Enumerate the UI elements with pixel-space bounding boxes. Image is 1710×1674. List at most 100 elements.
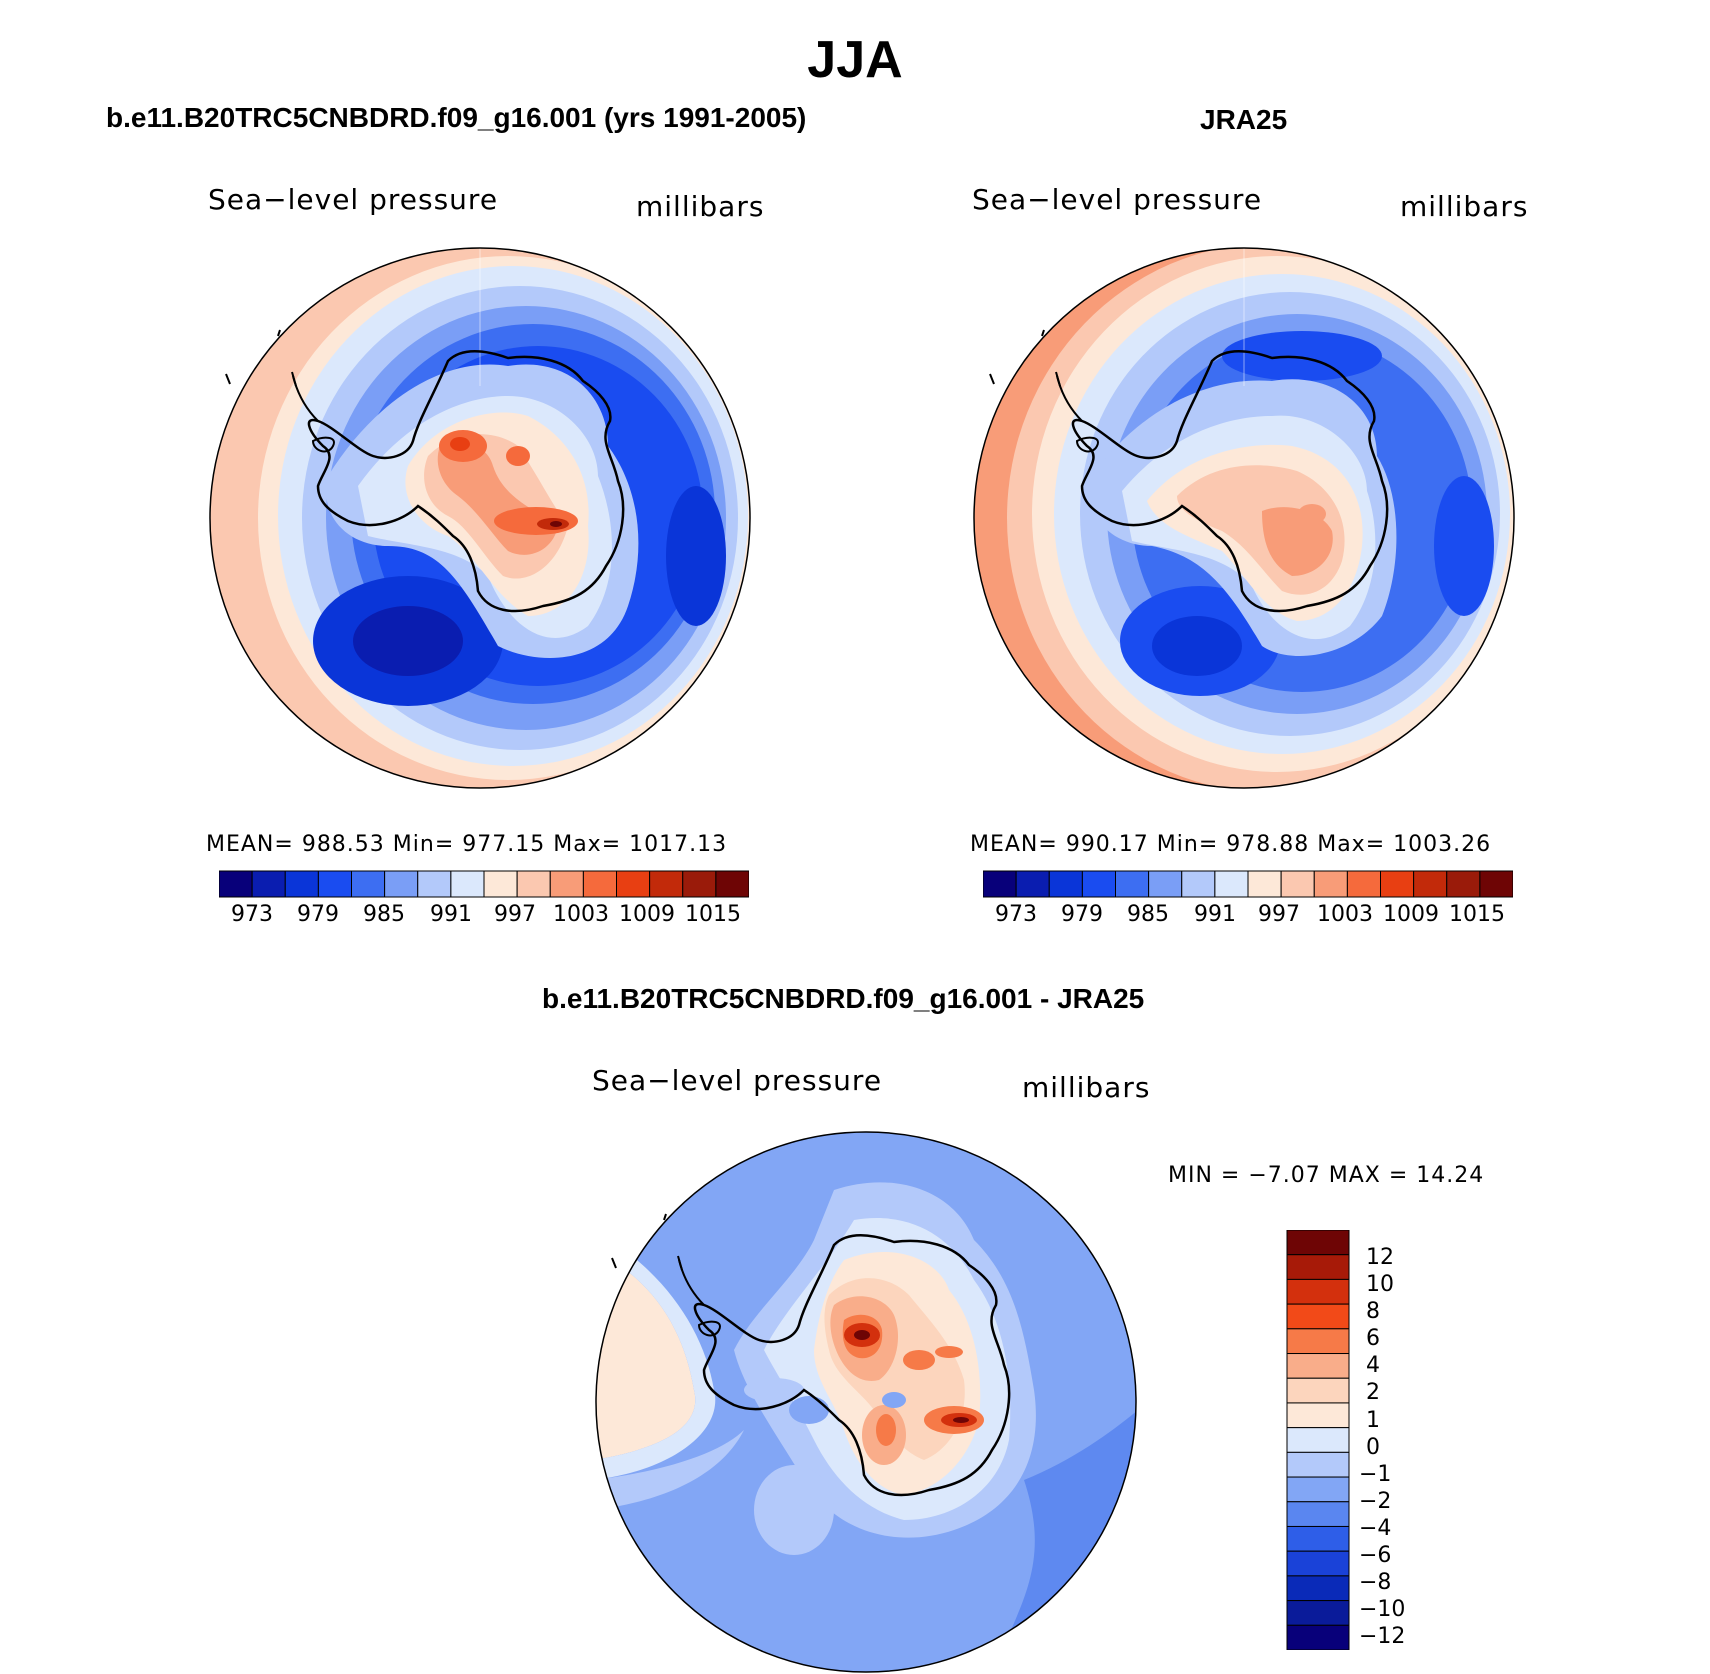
panel-1-units-label: millibars (636, 190, 765, 223)
colorbar-swatch (715, 870, 749, 898)
panel-1-colorbar-tick: 1009 (619, 902, 675, 927)
colorbar-swatch (983, 870, 1017, 898)
colorbar-swatch (1286, 1278, 1350, 1305)
panel-2-colorbar (983, 870, 1513, 898)
panel-3-colorbar-tick: −10 (1359, 1597, 1406, 1622)
colorbar-swatch (1286, 1501, 1350, 1527)
panel-3-minmax: MIN = −7.07 MAX = 14.24 (1168, 1163, 1485, 1188)
panel-2-colorbar-tick: 997 (1258, 902, 1300, 927)
panel-1-colorbar-tick: 985 (363, 902, 405, 927)
colorbar-swatch (682, 870, 717, 898)
panel-3-colorbar-tick: −12 (1359, 1624, 1406, 1649)
panel-3-colorbar-tick: −1 (1359, 1462, 1392, 1487)
colorbar-swatch (1286, 1230, 1350, 1256)
panel-1-variable-label: Sea−level pressure (208, 183, 499, 216)
panel-3-colorbar-tick: 0 (1366, 1435, 1380, 1460)
panel-3-colorbar-tick: 6 (1366, 1326, 1380, 1351)
colorbar-swatch (549, 870, 584, 898)
colorbar-swatch (516, 870, 551, 898)
colorbar-swatch (1214, 870, 1249, 898)
panel-1-colorbar-tick: 997 (494, 902, 536, 927)
figure-title: JJA (807, 31, 903, 89)
colorbar-swatch (1181, 870, 1216, 898)
panel-3-colorbar-tick: −6 (1359, 1543, 1392, 1568)
panel-1-colorbar-tick: 1015 (685, 902, 741, 927)
colorbar-swatch (1286, 1624, 1350, 1650)
colorbar-swatch (1479, 870, 1513, 898)
colorbar-swatch (1346, 870, 1382, 898)
panel-2-colorbar-tick: 991 (1194, 902, 1236, 927)
colorbar-swatch (1286, 1328, 1350, 1355)
panel-2-colorbar-tick: 985 (1127, 902, 1169, 927)
colorbar-swatch (1286, 1427, 1350, 1453)
panel-2-map (973, 247, 1515, 789)
colorbar-swatch (1015, 870, 1050, 898)
panel-1-colorbar-tick: 973 (231, 902, 273, 927)
panel-3-colorbar-tick: −8 (1359, 1570, 1392, 1595)
colorbar-swatch (1313, 870, 1348, 898)
panel-1-colorbar-tick: 991 (430, 902, 472, 927)
colorbar-swatch (1380, 870, 1415, 898)
colorbar-swatch (219, 870, 253, 898)
colorbar-swatch (1048, 870, 1083, 898)
panel-3-title: b.e11.B20TRC5CNBDRD.f09_g16.001 - JRA25 (542, 983, 1145, 1014)
panel-2-units-label: millibars (1400, 190, 1529, 223)
colorbar-swatch (351, 870, 386, 898)
panel-3-colorbar-tick: 8 (1366, 1299, 1380, 1324)
panel-3-colorbar-tick: 1 (1366, 1408, 1380, 1433)
panel-2-title: JRA25 (1200, 104, 1288, 135)
colorbar-swatch (284, 870, 319, 898)
colorbar-swatch (1286, 1575, 1350, 1602)
panel-3-colorbar (1286, 1230, 1350, 1650)
colorbar-swatch (1286, 1451, 1350, 1478)
colorbar-swatch (616, 870, 651, 898)
panel-2-variable-label: Sea−level pressure (972, 183, 1263, 216)
panel-2-colorbar-tick: 1009 (1383, 902, 1439, 927)
panel-3-colorbar-tick: 4 (1366, 1353, 1380, 1378)
panel-2-colorbar-tick: 979 (1061, 902, 1103, 927)
colorbar-swatch (1286, 1402, 1350, 1429)
colorbar-swatch (417, 870, 452, 898)
panel-2-stats: MEAN= 990.17 Min= 978.88 Max= 1003.26 (970, 832, 1492, 857)
panel-3-colorbar-tick: −4 (1359, 1516, 1392, 1541)
panel-1-colorbar (219, 870, 749, 898)
colorbar-swatch (1286, 1550, 1350, 1577)
panel-3-colorbar-tick: 12 (1366, 1245, 1394, 1270)
colorbar-swatch (450, 870, 485, 898)
colorbar-swatch (483, 870, 518, 898)
panel-1-colorbar-tick: 979 (297, 902, 339, 927)
panel-3-variable-label: Sea−level pressure (592, 1064, 883, 1097)
panel-2-colorbar-tick: 1003 (1317, 902, 1373, 927)
colorbar-swatch (1286, 1254, 1350, 1280)
panel-1-map (209, 247, 751, 789)
panel-1-stats: MEAN= 988.53 Min= 977.15 Max= 1017.13 (206, 832, 728, 857)
panel-1-title: b.e11.B20TRC5CNBDRD.f09_g16.001 (yrs 199… (106, 102, 807, 133)
panel-3-colorbar-tick: 10 (1366, 1272, 1394, 1297)
colorbar-swatch (1286, 1303, 1350, 1330)
colorbar-swatch (251, 870, 286, 898)
colorbar-swatch (1286, 1600, 1350, 1626)
colorbar-swatch (1247, 870, 1282, 898)
panel-3-map (595, 1131, 1137, 1673)
panel-2-colorbar-tick: 973 (995, 902, 1037, 927)
colorbar-swatch (1413, 870, 1448, 898)
colorbar-swatch (649, 870, 684, 898)
colorbar-swatch (1081, 870, 1117, 898)
panel-2-colorbar-tick: 1015 (1449, 902, 1505, 927)
colorbar-swatch (1115, 870, 1150, 898)
panel-3-colorbar-tick: −2 (1359, 1489, 1392, 1514)
colorbar-swatch (1286, 1353, 1350, 1379)
colorbar-swatch (1286, 1377, 1350, 1404)
colorbar-swatch (1286, 1525, 1350, 1552)
colorbar-swatch (1446, 870, 1481, 898)
colorbar-swatch (1286, 1476, 1350, 1503)
colorbar-swatch (384, 870, 419, 898)
colorbar-swatch (1148, 870, 1183, 898)
panel-1-colorbar-tick: 1003 (553, 902, 609, 927)
colorbar-swatch (582, 870, 618, 898)
panel-3-units-label: millibars (1022, 1071, 1151, 1104)
panel-3-colorbar-tick: 2 (1366, 1380, 1380, 1405)
colorbar-swatch (1280, 870, 1315, 898)
colorbar-swatch (317, 870, 353, 898)
